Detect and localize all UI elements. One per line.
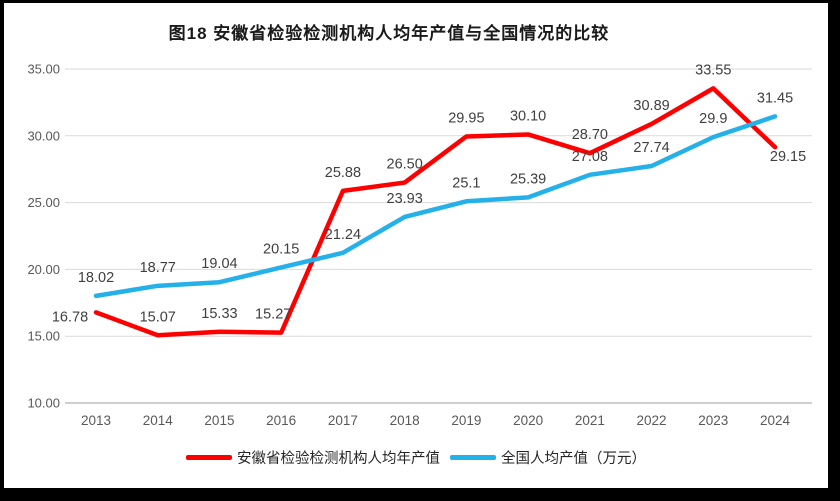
x-tick-label: 2017: [328, 413, 358, 428]
legend-line-red: [186, 455, 232, 460]
data-label: 29.15: [770, 149, 806, 165]
y-tick-label: 35.00: [27, 62, 60, 77]
x-tick-label: 2014: [143, 413, 174, 428]
x-tick-label: 2022: [637, 413, 667, 428]
y-tick-label: 20.00: [27, 262, 60, 277]
data-label: 18.77: [140, 260, 176, 276]
series-line: [93, 86, 778, 338]
x-tick-label: 2015: [204, 413, 234, 428]
x-tick-label: 2018: [390, 413, 420, 428]
series-line: [93, 114, 778, 299]
x-tick-label: 2020: [513, 413, 543, 428]
chart-legend: 安徽省检验检测机构人均年产值 全国人均产值（万元）: [4, 447, 828, 468]
data-label: 27.08: [572, 149, 608, 165]
data-label: 29.95: [448, 110, 484, 126]
x-tick-label: 2021: [575, 413, 605, 428]
legend-label-anhui: 安徽省检验检测机构人均年产值: [237, 451, 440, 467]
data-label: 19.04: [201, 256, 237, 272]
data-label: 18.02: [78, 270, 114, 286]
legend-label-national: 全国人均产值（万元）: [501, 451, 646, 467]
y-tick-label: 30.00: [27, 128, 60, 143]
legend-item-anhui: 安徽省检验检测机构人均年产值: [186, 447, 440, 468]
y-tick-label: 25.00: [27, 195, 60, 210]
data-label: 31.45: [757, 90, 793, 106]
x-tick-label: 2019: [451, 413, 481, 428]
data-label: 15.33: [201, 306, 237, 322]
data-label: 20.15: [263, 241, 299, 257]
legend-item-national: 全国人均产值（万元）: [450, 447, 646, 468]
data-label: 25.1: [452, 175, 480, 191]
chart-title: 图18 安徽省检验检测机构人均年产值与全国情况的比较: [168, 24, 610, 43]
y-tick-label: 10.00: [27, 396, 60, 411]
data-label: 16.78: [52, 309, 88, 325]
x-tick-label: 2024: [760, 413, 791, 428]
data-label: 21.24: [325, 227, 361, 243]
chart-svg: 10.00 15.00 20.00 25.00 30.00 35.00 2013 2014 20…: [27, 62, 812, 428]
legend-line-blue: [450, 455, 496, 460]
data-label: 25.39: [510, 171, 546, 187]
data-label: 23.93: [387, 191, 423, 207]
x-tick-label: 2013: [81, 413, 111, 428]
data-label: 29.9: [699, 111, 727, 127]
data-label: 26.50: [387, 157, 423, 173]
data-label: 27.74: [633, 140, 669, 156]
data-label: 33.55: [695, 62, 731, 78]
data-label: 30.10: [510, 108, 546, 124]
data-label: 15.07: [140, 309, 176, 325]
data-label: 15.27: [255, 307, 291, 323]
y-tick-label: 15.00: [27, 329, 60, 344]
x-tick-label: 2016: [266, 413, 296, 428]
data-label: 25.88: [325, 165, 361, 181]
data-label: 28.70: [572, 127, 608, 143]
x-tick-label: 2023: [698, 413, 728, 428]
data-label: 30.89: [633, 98, 669, 114]
